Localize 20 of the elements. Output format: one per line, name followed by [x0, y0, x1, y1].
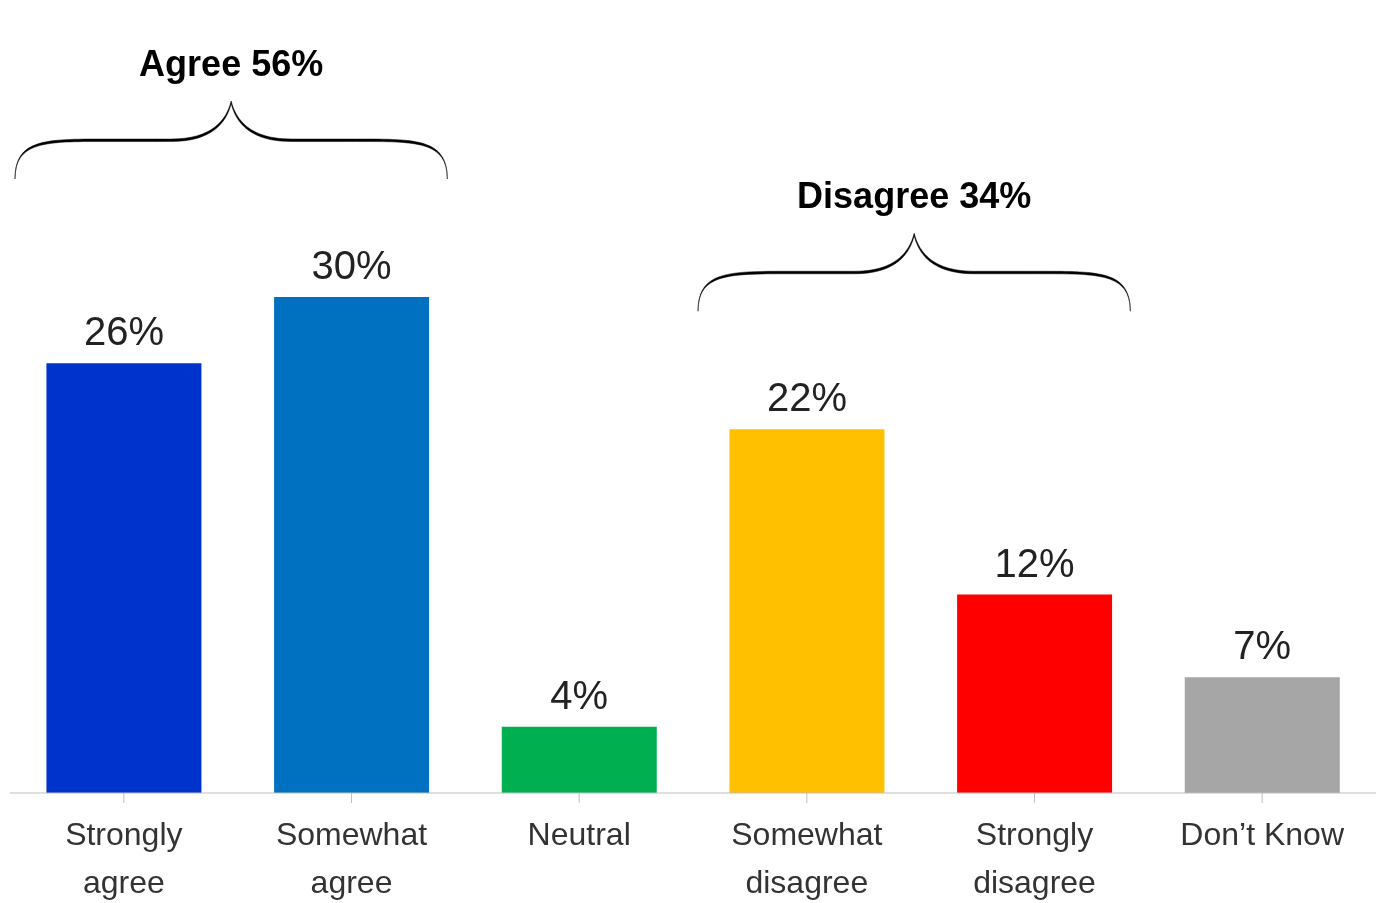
bar [46, 363, 202, 793]
bar [729, 429, 885, 793]
data-label: 4% [550, 672, 609, 717]
x-tick-label: Neutral [527, 816, 631, 852]
x-tick-label: Somewhat disagree [731, 816, 883, 900]
text: Agree 56% [139, 43, 324, 84]
bar [274, 297, 430, 793]
bar [957, 594, 1113, 793]
x-tick-label: Don’t Know [1180, 816, 1345, 852]
data-label: 22% [766, 375, 847, 420]
bar [501, 726, 657, 793]
x-tick-label: Strongly disagree [973, 816, 1096, 900]
bar [1184, 677, 1340, 793]
x-tick-label: Strongly agree [65, 816, 183, 900]
data-label: 30% [311, 243, 392, 287]
text: Disagree 34% [797, 175, 1032, 217]
data-label: 7% [1233, 623, 1292, 668]
x-tick-label: Somewhat agree [275, 816, 428, 900]
data-label: 26% [83, 309, 164, 354]
data-label: 12% [994, 540, 1075, 585]
